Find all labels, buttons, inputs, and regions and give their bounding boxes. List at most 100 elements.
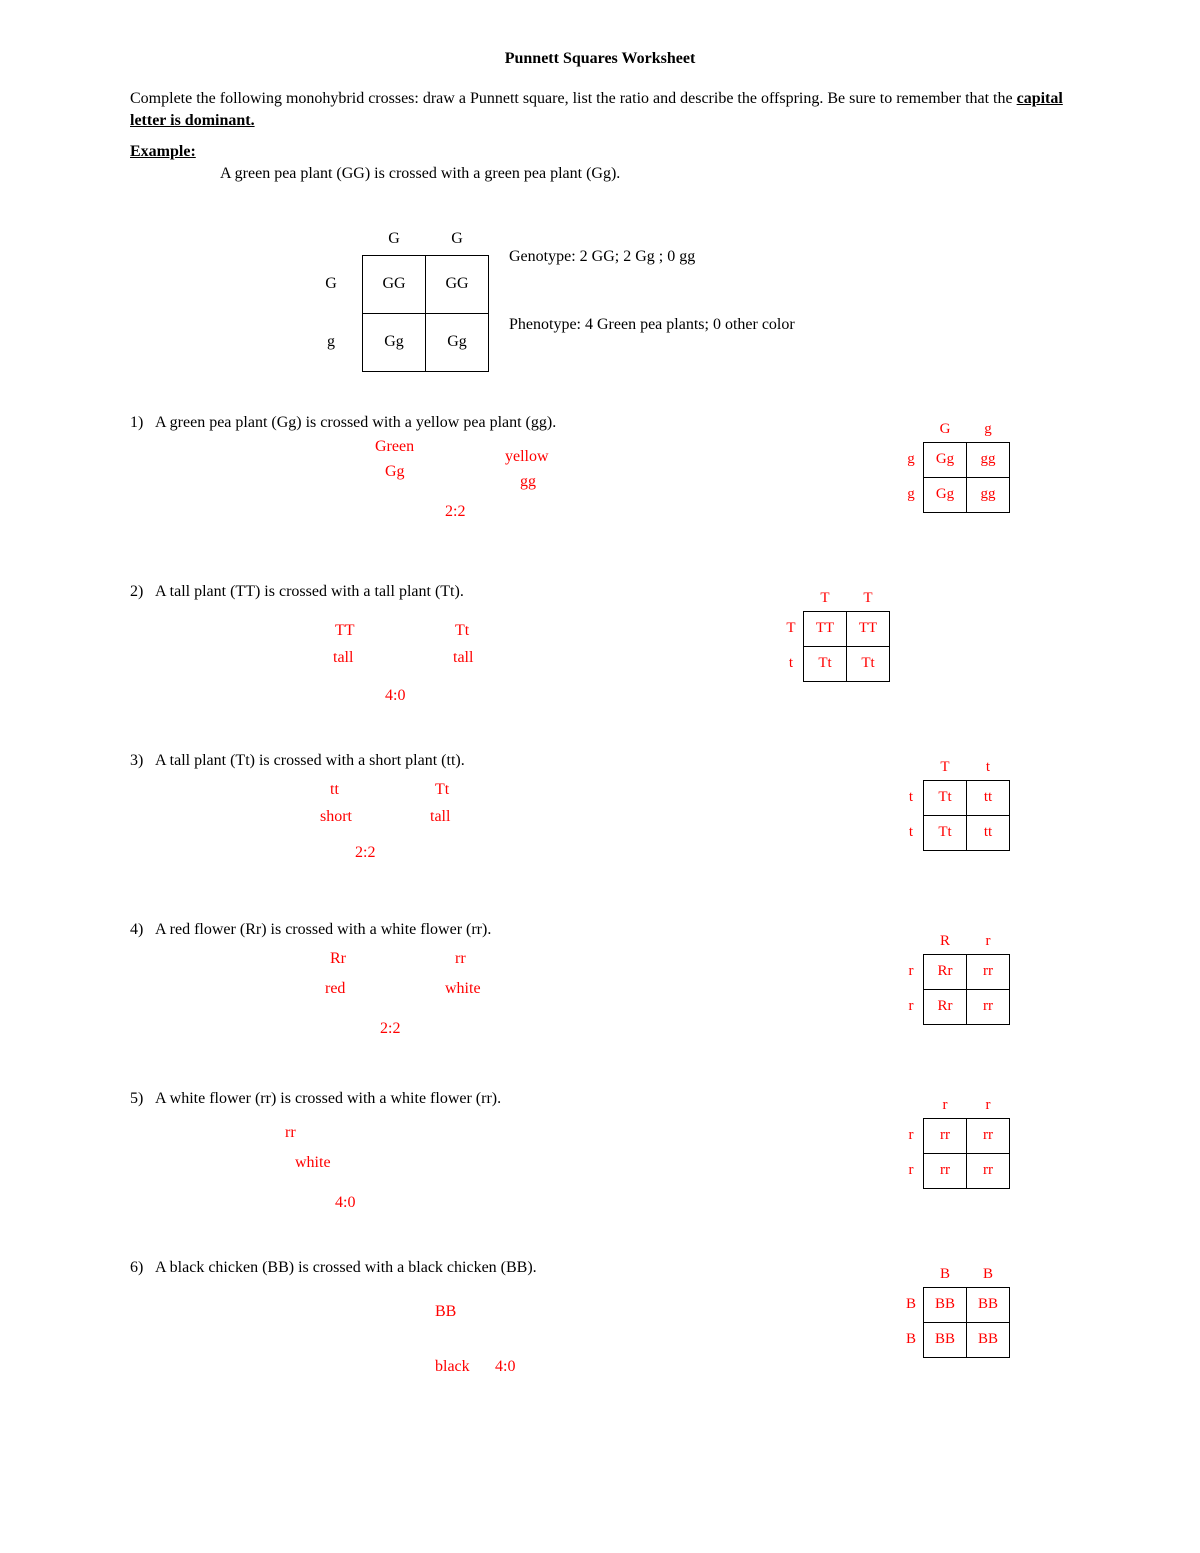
example-label: Example: bbox=[130, 143, 196, 160]
question-prompt: A tall plant (TT) is crossed with a tall… bbox=[155, 583, 1070, 601]
question-number: 6) bbox=[130, 1259, 155, 1277]
genotype-cell: tt bbox=[967, 780, 1010, 815]
allele-top: G bbox=[924, 418, 967, 443]
genotype-cell: BB bbox=[967, 1287, 1010, 1322]
genotype-cell: BB bbox=[924, 1322, 967, 1357]
allele-top: g bbox=[967, 418, 1010, 443]
answer-punnett-square: TTTTTTTtTtTt bbox=[779, 587, 890, 682]
allele-side: T bbox=[779, 611, 804, 646]
allele-side: t bbox=[779, 646, 804, 681]
question-number: 1) bbox=[130, 414, 155, 432]
genotype-cell: Tt bbox=[924, 815, 967, 850]
genotype-cell: TT bbox=[847, 611, 890, 646]
ex-cell: Gg bbox=[363, 313, 426, 371]
genotype-cell: Gg bbox=[924, 477, 967, 512]
genotype-cell: BB bbox=[924, 1287, 967, 1322]
allele-side: B bbox=[899, 1287, 924, 1322]
instructions-text: Complete the following monohybrid crosse… bbox=[130, 90, 1017, 107]
allele-top: B bbox=[967, 1263, 1010, 1288]
ex-side-allele: g bbox=[300, 313, 363, 371]
ex-top-allele: G bbox=[426, 223, 489, 256]
allele-top: t bbox=[967, 756, 1010, 781]
answer-label: tall bbox=[453, 649, 473, 667]
question-number: 2) bbox=[130, 583, 155, 601]
page-title: Punnett Squares Worksheet bbox=[130, 50, 1070, 68]
answer-label: tt bbox=[330, 781, 339, 799]
answer-label: Tt bbox=[435, 781, 449, 799]
genotype-cell: Tt bbox=[847, 646, 890, 681]
genotype-cell: Gg bbox=[924, 442, 967, 477]
answer-punnett-square: BBBBBBBBBBBB bbox=[899, 1263, 1010, 1358]
question-row: 4)A red flower (Rr) is crossed with a wh… bbox=[130, 921, 1070, 1060]
question-row: 6)A black chicken (BB) is crossed with a… bbox=[130, 1259, 1070, 1398]
allele-side: B bbox=[899, 1322, 924, 1357]
ex-side-allele: G bbox=[300, 255, 363, 313]
example-prompt: A green pea plant (GG) is crossed with a… bbox=[220, 165, 1070, 183]
example-phenotype: Phenotype: 4 Green pea plants; 0 other c… bbox=[509, 316, 795, 334]
allele-side: t bbox=[899, 780, 924, 815]
answer-punnett-square: TttTttttTttt bbox=[899, 756, 1010, 851]
answer-label: yellow bbox=[505, 448, 549, 466]
genotype-cell: rr bbox=[967, 989, 1010, 1024]
genotype-cell: Rr bbox=[924, 989, 967, 1024]
answer-label: TT bbox=[335, 622, 355, 640]
genotype-cell: rr bbox=[967, 954, 1010, 989]
answer-area: rrwhite4:0rrrrrrrrrrrr bbox=[155, 1114, 1070, 1229]
genotype-cell: BB bbox=[967, 1322, 1010, 1357]
allele-top: T bbox=[924, 756, 967, 781]
allele-top: T bbox=[804, 587, 847, 612]
genotype-cell: rr bbox=[967, 1118, 1010, 1153]
allele-top: r bbox=[967, 930, 1010, 955]
genotype-cell: Tt bbox=[924, 780, 967, 815]
answer-label: white bbox=[295, 1154, 331, 1172]
allele-side: r bbox=[899, 1153, 924, 1188]
example-block: G G G GG GG g Gg Gg Genotype: 2 GG; 2 Gg… bbox=[130, 223, 1070, 384]
answer-punnett-square: rrrrrrrrrrrr bbox=[899, 1094, 1010, 1189]
question-row: 5)A white flower (rr) is crossed with a … bbox=[130, 1090, 1070, 1229]
answer-label: Green bbox=[375, 438, 414, 456]
genotype-cell: rr bbox=[924, 1153, 967, 1188]
allele-side: r bbox=[899, 989, 924, 1024]
genotype-cell: rr bbox=[924, 1118, 967, 1153]
allele-top: B bbox=[924, 1263, 967, 1288]
example-genotype: Genotype: 2 GG; 2 Gg ; 0 gg bbox=[509, 248, 795, 266]
answer-area: Rrredrrwhite2:2RrrRrrrrRrrr bbox=[155, 945, 1070, 1060]
genotype-cell: gg bbox=[967, 477, 1010, 512]
question-row: 2)A tall plant (TT) is crossed with a ta… bbox=[130, 583, 1070, 722]
answer-label: Tt bbox=[455, 622, 469, 640]
genotype-cell: rr bbox=[967, 1153, 1010, 1188]
punnett-wrap: BBBBBBBBBBBB bbox=[899, 1263, 1010, 1358]
allele-top: T bbox=[847, 587, 890, 612]
allele-side: r bbox=[899, 954, 924, 989]
punnett-wrap: TttTttttTttt bbox=[899, 756, 1010, 851]
answer-label: 4:0 bbox=[495, 1358, 515, 1376]
answer-label: rr bbox=[455, 950, 466, 968]
allele-side: r bbox=[899, 1118, 924, 1153]
punnett-wrap: GggGggggGggg bbox=[899, 418, 1010, 513]
answer-label: black bbox=[435, 1358, 470, 1376]
punnett-wrap: rrrrrrrrrrrr bbox=[899, 1094, 1010, 1189]
answer-label: BB bbox=[435, 1303, 456, 1321]
allele-top: r bbox=[967, 1094, 1010, 1119]
genotype-cell: tt bbox=[967, 815, 1010, 850]
answer-label: 2:2 bbox=[380, 1020, 400, 1038]
answer-label: 4:0 bbox=[385, 687, 405, 705]
answer-area: BBblack4:0BBBBBBBBBBBB bbox=[155, 1283, 1070, 1398]
genotype-cell: TT bbox=[804, 611, 847, 646]
answer-label: tall bbox=[430, 808, 450, 826]
punnett-wrap: TTTTTTTtTtTt bbox=[779, 587, 890, 682]
answer-label: 2:2 bbox=[445, 503, 465, 521]
answer-label: short bbox=[320, 808, 352, 826]
answer-punnett-square: GggGggggGggg bbox=[899, 418, 1010, 513]
answer-label: 4:0 bbox=[335, 1194, 355, 1212]
answer-label: Rr bbox=[330, 950, 346, 968]
genotype-cell: Tt bbox=[804, 646, 847, 681]
answer-label: rr bbox=[285, 1124, 296, 1142]
answer-label: white bbox=[445, 980, 481, 998]
question-number: 5) bbox=[130, 1090, 155, 1108]
answer-area: TTtallTttall4:0TTTTTTTtTtTt bbox=[155, 607, 1070, 722]
answer-punnett-square: RrrRrrrrRrrr bbox=[899, 930, 1010, 1025]
example-punnett-square: G G G GG GG g Gg Gg bbox=[300, 223, 489, 372]
answer-label: gg bbox=[520, 473, 536, 491]
instructions: Complete the following monohybrid crosse… bbox=[130, 88, 1070, 133]
